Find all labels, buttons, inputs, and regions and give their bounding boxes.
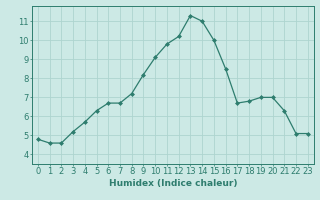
X-axis label: Humidex (Indice chaleur): Humidex (Indice chaleur): [108, 179, 237, 188]
